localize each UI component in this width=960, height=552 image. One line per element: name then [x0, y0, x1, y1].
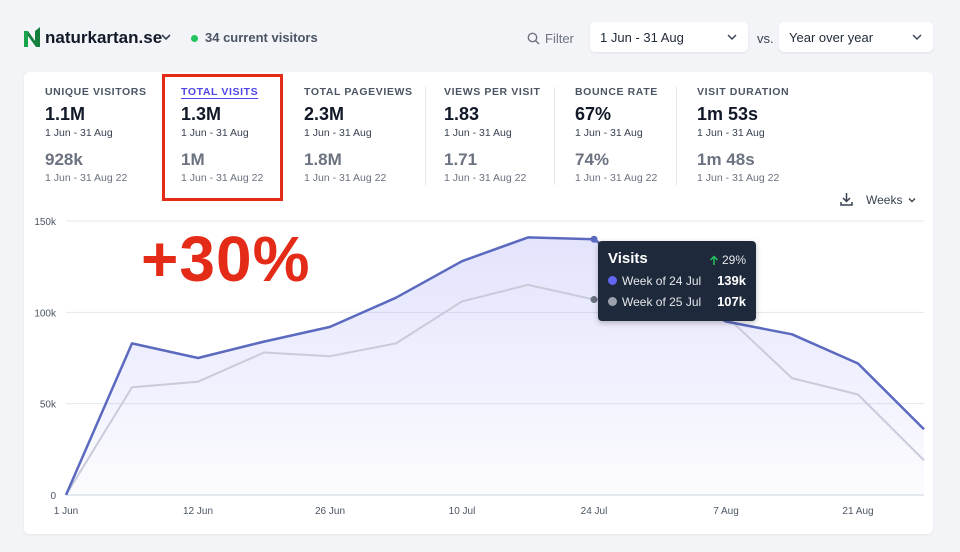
- metric-previous-value: 74%: [575, 150, 610, 169]
- metric-unique-visitors[interactable]: UNIQUE VISITORS 1.1M 1 Jun - 31 Aug 928k…: [45, 86, 147, 184]
- current-period-area: [66, 237, 924, 495]
- metric-value: 2.3M: [304, 104, 345, 124]
- metric-range: 1 Jun - 31 Aug: [181, 127, 249, 139]
- metric-range: 1 Jun - 31 Aug: [45, 127, 113, 139]
- previous-hover-point: [590, 296, 598, 304]
- y-tick-label: 100k: [34, 308, 57, 319]
- x-tick-label: 7 Aug: [713, 506, 739, 517]
- x-tick-label: 21 Aug: [842, 506, 873, 517]
- tooltip-row-current: Week of 24 Jul 139k: [608, 273, 746, 288]
- metric-total-pageviews[interactable]: TOTAL PAGEVIEWS 2.3M 1 Jun - 31 Aug 1.8M…: [304, 86, 413, 184]
- visits-chart[interactable]: 1 Jun 12 Jun 26 Jun 10 Jul 24 Jul 7 Aug 21 Aug…: [24, 72, 933, 534]
- date-range-value: 1 Jun - 31 Aug: [600, 29, 684, 45]
- metric-views-per-visit[interactable]: VIEWS PER VISIT 1.83 1 Jun - 31 Aug 1.71…: [444, 86, 541, 184]
- arrow-up-icon: [709, 254, 718, 265]
- metric-label: VIEWS PER VISIT: [444, 86, 541, 98]
- metric-previous-value: 1.8M: [304, 150, 342, 169]
- top-bar: naturkartan.se 34 current visitors Filte…: [0, 0, 960, 72]
- metric-divider: [425, 87, 426, 185]
- metric-value: 1.83: [444, 104, 480, 124]
- tooltip-change-value: 29%: [721, 253, 746, 267]
- chevron-down-icon: [908, 198, 916, 203]
- x-tick-label: 1 Jun: [54, 506, 78, 517]
- metric-value: 67%: [575, 104, 612, 124]
- metric-total-visits[interactable]: TOTAL VISITS 1.3M 1 Jun - 31 Aug 1M 1 Ju…: [181, 86, 263, 184]
- highlight-box: [162, 74, 283, 201]
- metric-previous-range: 1 Jun - 31 Aug 22: [697, 172, 780, 184]
- comparison-value: Year over year: [789, 29, 874, 45]
- filter-label: Filter: [545, 30, 574, 46]
- site-name[interactable]: naturkartan.se: [45, 28, 163, 47]
- metric-visit-duration[interactable]: VISIT DURATION 1m 53s 1 Jun - 31 Aug 1m …: [697, 86, 789, 184]
- tooltip-row-label: Week of 25 Jul: [622, 294, 702, 309]
- search-icon: [527, 32, 540, 44]
- tooltip-row-value: 139k: [717, 273, 746, 288]
- live-indicator-icon: [191, 35, 198, 42]
- y-tick-label: 50k: [40, 400, 57, 411]
- tooltip-row-value: 107k: [717, 294, 746, 309]
- metric-label: VISIT DURATION: [697, 86, 790, 98]
- previous-period-dot: [608, 297, 617, 306]
- x-tick-label: 24 Jul: [581, 506, 608, 517]
- date-range-select[interactable]: 1 Jun - 31 Aug: [590, 22, 748, 52]
- x-tick-label: 12 Jun: [183, 506, 213, 517]
- metric-previous-range: 1 Jun - 31 Aug 22: [444, 172, 527, 184]
- metric-divider: [676, 87, 677, 185]
- comparison-select[interactable]: Year over year: [779, 22, 933, 52]
- previous-period-line: [65, 283, 925, 496]
- chart-tooltip: Visits 29% Week of 24 Jul 139k Week of 2…: [598, 241, 756, 321]
- metric-value: 1m 53s: [697, 104, 759, 124]
- filter-button[interactable]: Filter: [527, 30, 574, 46]
- metric-previous-value: 1.71: [444, 150, 478, 169]
- interval-label: Weeks: [866, 193, 903, 207]
- metric-range: 1 Jun - 31 Aug: [304, 127, 372, 139]
- metric-value: 1.3M: [181, 104, 222, 124]
- metric-range: 1 Jun - 31 Aug: [575, 127, 643, 139]
- metric-previous-value: 928k: [45, 150, 83, 169]
- metric-previous-range: 1 Jun - 31 Aug 22: [45, 172, 128, 184]
- y-tick-label: 0: [50, 491, 56, 502]
- x-tick-label: 10 Jul: [449, 506, 476, 517]
- metric-previous-range: 1 Jun - 31 Aug 22: [575, 172, 658, 184]
- metric-previous-value: 1M: [181, 150, 205, 169]
- stats-card: UNIQUE VISITORS 1.1M 1 Jun - 31 Aug 928k…: [24, 72, 933, 534]
- tooltip-change: 29%: [709, 253, 746, 267]
- current-period-line: [64, 236, 925, 496]
- metric-divider: [554, 87, 555, 185]
- tooltip-row-label: Week of 24 Jul: [622, 273, 702, 288]
- vs-label: vs.: [757, 31, 774, 46]
- metric-previous-range: 1 Jun - 31 Aug 22: [181, 172, 264, 184]
- metric-range: 1 Jun - 31 Aug: [444, 127, 512, 139]
- metric-previous-range: 1 Jun - 31 Aug 22: [304, 172, 387, 184]
- chevron-down-icon: [727, 34, 737, 40]
- metric-value: 1.1M: [45, 104, 86, 124]
- chevron-down-icon: [912, 34, 922, 40]
- interval-select[interactable]: Weeks: [866, 193, 917, 207]
- metric-label: TOTAL VISITS: [181, 86, 259, 98]
- metric-label: UNIQUE VISITORS: [45, 86, 147, 98]
- x-tick-label: 26 Jun: [315, 506, 345, 517]
- metric-previous-value: 1m 48s: [697, 150, 755, 169]
- y-tick-label: 150k: [34, 217, 57, 228]
- metric-label: TOTAL PAGEVIEWS: [304, 86, 413, 98]
- current-period-dot: [608, 276, 617, 285]
- growth-annotation: +30%: [141, 223, 311, 295]
- site-logo-icon: [24, 27, 40, 47]
- current-hover-point: [590, 235, 598, 243]
- tooltip-row-previous: Week of 25 Jul 107k: [608, 294, 746, 309]
- chevron-down-icon[interactable]: [159, 30, 173, 44]
- current-visitors[interactable]: 34 current visitors: [205, 30, 318, 45]
- tooltip-title: Visits: [608, 250, 648, 267]
- download-icon[interactable]: [840, 192, 853, 206]
- metric-range: 1 Jun - 31 Aug: [697, 127, 765, 139]
- metric-label: BOUNCE RATE: [575, 86, 658, 98]
- metric-bounce-rate[interactable]: BOUNCE RATE 67% 1 Jun - 31 Aug 74% 1 Jun…: [575, 86, 658, 184]
